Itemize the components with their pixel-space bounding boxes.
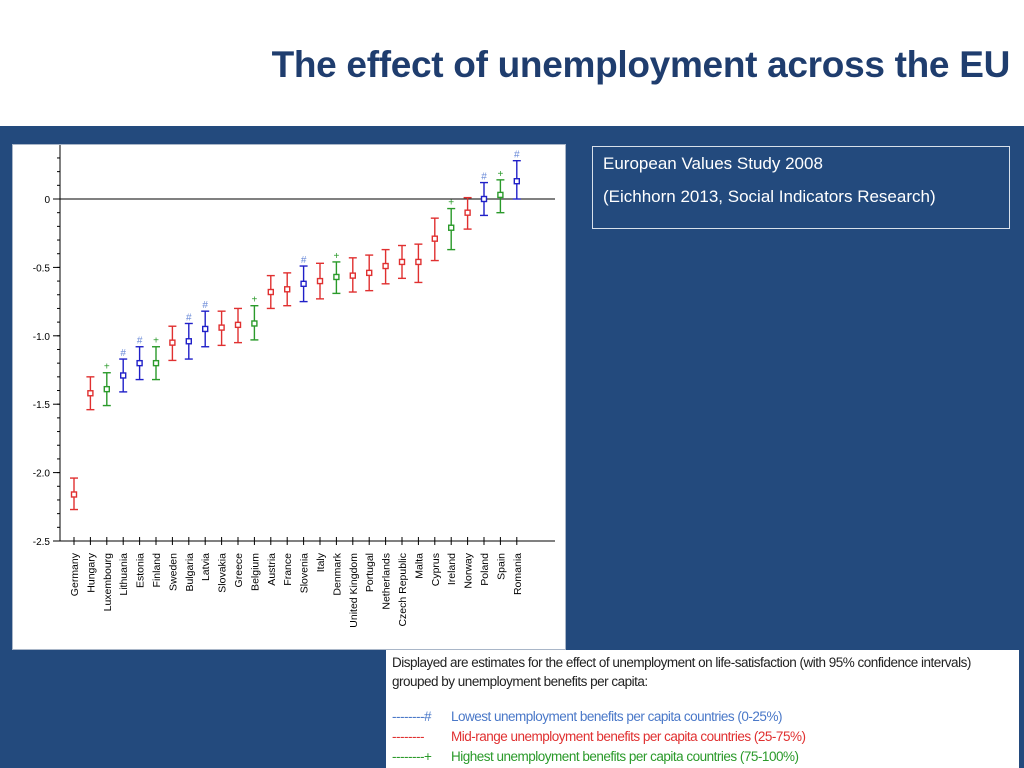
- country-label: United Kingdom: [348, 553, 360, 628]
- estimate-marker: [87, 390, 94, 397]
- country-label: Lithuania: [118, 553, 130, 596]
- country-label: Romania: [512, 553, 524, 595]
- group-marker: +: [497, 169, 503, 180]
- group-marker: +: [448, 198, 454, 209]
- slide-header: The effect of unemployment across the EU: [0, 0, 1024, 126]
- estimate-marker: [119, 372, 127, 379]
- source-study: European Values Study 2008: [603, 154, 823, 173]
- country-label: Luxembourg: [102, 553, 114, 612]
- estimate-marker: [251, 320, 258, 327]
- group-marker: +: [251, 295, 257, 306]
- y-tick-label: -0.5: [33, 263, 51, 274]
- legend-symbol-high: --------+: [392, 749, 432, 764]
- estimate-marker: [431, 235, 438, 242]
- legend-box: Displayed are estimates for the effect o…: [386, 650, 1019, 768]
- country-label: Austria: [266, 553, 278, 586]
- country-label: Belgium: [249, 553, 261, 591]
- group-marker: #: [202, 300, 208, 311]
- country-label: Norway: [463, 552, 475, 588]
- estimate-marker: [415, 258, 422, 266]
- estimate-marker: [300, 280, 307, 288]
- estimate-marker: [448, 224, 455, 231]
- legend-row-high: --------+ Highest unemployment benefits p…: [392, 747, 1013, 767]
- country-label: Denmark: [331, 552, 343, 595]
- y-tick-label: 0: [44, 195, 50, 206]
- country-label: Bulgaria: [184, 553, 196, 592]
- country-label: Cyprus: [430, 553, 442, 586]
- source-box: European Values Study 2008 (Eichhorn 201…: [592, 146, 1010, 229]
- country-label: France: [282, 553, 294, 586]
- country-label: Ireland: [446, 553, 458, 585]
- country-label: Sweden: [167, 553, 179, 591]
- group-marker: #: [120, 348, 126, 359]
- country-label: Germany: [69, 552, 81, 596]
- legend-label-low: Lowest unemployment benefits per capita …: [451, 709, 782, 724]
- estimate-marker: [169, 339, 176, 346]
- legend-symbol-low: --------#: [392, 709, 431, 724]
- group-marker: #: [137, 336, 143, 347]
- estimate-marker: [136, 359, 143, 367]
- country-label: Slovenia: [299, 553, 311, 593]
- estimate-marker: [333, 273, 340, 281]
- group-marker: +: [153, 336, 159, 347]
- group-marker: #: [514, 150, 520, 161]
- country-label: Latvia: [200, 553, 212, 581]
- legend-label-mid: Mid-range unemployment benefits per capi…: [451, 729, 806, 744]
- y-tick-label: -1.0: [33, 332, 51, 343]
- estimate-marker: [497, 191, 504, 199]
- estimate-marker: [480, 195, 488, 203]
- y-tick-label: -2.5: [33, 537, 51, 548]
- country-label: Poland: [479, 553, 491, 586]
- legend-label-high: Highest unemployment benefits per capita…: [451, 749, 799, 764]
- estimate-marker: [284, 286, 291, 293]
- group-marker: #: [186, 312, 192, 323]
- country-label: Hungary: [85, 552, 97, 592]
- country-label: Greece: [233, 553, 245, 588]
- country-label: Malta: [413, 553, 425, 579]
- y-tick-label: -2.0: [33, 469, 51, 480]
- slide-title: The effect of unemployment across the EU: [271, 44, 1011, 85]
- estimate-marker: [103, 385, 111, 393]
- legend-symbol-mid: --------: [392, 729, 424, 744]
- legend-row-mid: -------- Mid-range unemployment benefits …: [392, 727, 1013, 747]
- country-label: Estonia: [135, 553, 147, 588]
- chart-panel: 0 -0.5 -1.0 -1.5 -2.0 -2.5 Germany Hungary + Luxe…: [12, 144, 566, 650]
- group-marker: +: [104, 362, 110, 373]
- estimate-marker: [70, 491, 78, 498]
- effect-estimates-chart: 0 -0.5 -1.0 -1.5 -2.0 -2.5 Germany Hungary + Luxe…: [33, 145, 555, 628]
- country-label: Netherlands: [381, 553, 393, 610]
- country-label: Italy: [315, 552, 327, 572]
- country-label: Portugal: [364, 553, 376, 592]
- y-tick-label: -1.5: [33, 400, 51, 411]
- legend-description: Displayed are estimates for the effect o…: [392, 655, 971, 689]
- estimate-marker: [513, 178, 520, 185]
- estimate-marker: [185, 338, 193, 345]
- country-label: Czech Republic: [397, 553, 409, 627]
- estimate-marker: [218, 324, 225, 331]
- estimate-marker: [366, 269, 373, 277]
- source-citation: (Eichhorn 2013, Social Indicators Resear…: [603, 187, 936, 206]
- group-marker: +: [333, 251, 339, 262]
- estimate-marker: [316, 277, 324, 285]
- estimate-marker: [349, 272, 356, 279]
- country-label: Slovakia: [217, 553, 229, 593]
- estimate-marker: [234, 321, 242, 329]
- country-label: Spain: [495, 553, 507, 580]
- estimate-marker: [201, 325, 209, 333]
- group-marker: #: [481, 172, 487, 183]
- country-label: Finland: [151, 553, 163, 588]
- legend-row-low: --------# Lowest unemployment benefits pe…: [392, 707, 1013, 727]
- group-marker: #: [301, 255, 307, 266]
- estimate-marker: [267, 288, 275, 296]
- estimate-marker: [464, 209, 471, 216]
- estimate-marker: [152, 359, 160, 367]
- estimate-marker: [398, 258, 406, 266]
- estimate-marker: [382, 262, 389, 270]
